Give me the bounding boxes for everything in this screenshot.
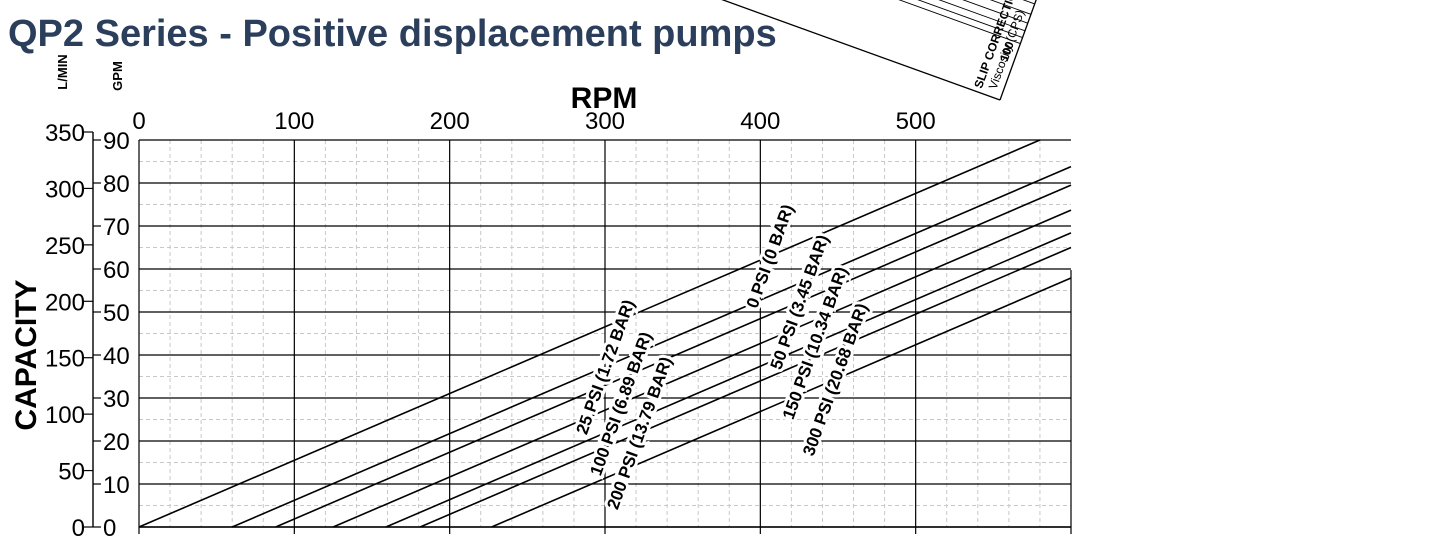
x-tick-label: 0 — [132, 108, 145, 135]
y-axis-title: CAPACITY — [10, 279, 43, 430]
y-tick-label: 60 — [103, 257, 130, 284]
viscosity-line — [711, 0, 1026, 32]
y2-unit-label: L/MIN — [55, 54, 70, 89]
y-tick-label: 30 — [103, 386, 130, 413]
y-tick-label: 70 — [103, 214, 130, 241]
x-tick-label: 300 — [585, 108, 625, 135]
y-tick-label: 10 — [103, 472, 130, 499]
viscosity-line — [721, 0, 1035, 5]
y-unit-label: GPM — [110, 61, 125, 91]
pressure-line — [138, 139, 1041, 528]
y2-tick-label: 250 — [45, 233, 85, 260]
y-tick-label: 80 — [103, 171, 130, 198]
pressure-line — [332, 209, 1072, 528]
viscosity-line — [706, 0, 1021, 44]
pressure-line-label: 0 PSI (0 BAR) — [743, 202, 798, 311]
y2-tick-label: 0 — [72, 515, 85, 541]
y2-tick-label: 200 — [45, 289, 85, 316]
page-title: QP2 Series - Positive displacement pumps — [8, 13, 777, 55]
y-tick-label: 90 — [103, 128, 130, 155]
x-tick-label: 500 — [896, 108, 936, 135]
pressure-line — [275, 184, 1072, 528]
viscosity-label: 100 — [997, 39, 1017, 63]
y2-tick-label: 50 — [58, 459, 85, 486]
y2-tick-label: 350 — [45, 120, 85, 147]
x-tick-label: 200 — [430, 108, 470, 135]
y2-tick-label: 100 — [45, 402, 85, 429]
y2-tick-label: 300 — [45, 176, 85, 203]
viscosity-line — [709, 0, 1023, 38]
y-tick-label: 20 — [103, 429, 130, 456]
x-axis-title: RPM — [571, 82, 638, 115]
pressure-line — [491, 277, 1072, 528]
pressure-line — [231, 165, 1072, 528]
nomogram-edge — [999, 0, 1120, 101]
y-tick-label: 40 — [103, 343, 130, 370]
y2-tick-label: 150 — [45, 346, 85, 373]
x-tick-label: 400 — [740, 108, 780, 135]
x-tick-label: 100 — [274, 108, 314, 135]
pressure-line — [419, 246, 1072, 528]
nomogram-edge — [690, 0, 1001, 101]
y-tick-label: 0 — [103, 515, 116, 541]
viscosity-line — [714, 0, 1028, 24]
y-tick-label: 50 — [103, 300, 130, 327]
pressure-line — [385, 232, 1072, 528]
